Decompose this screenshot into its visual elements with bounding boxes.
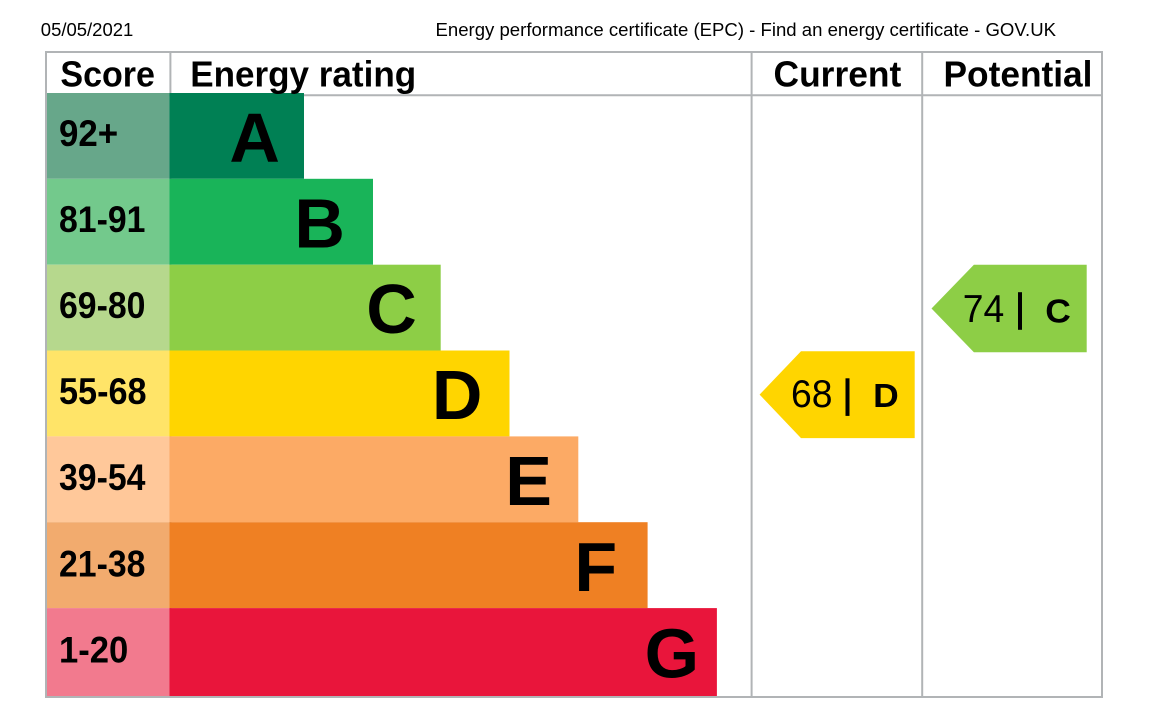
svg-text:74: 74 [963,288,1005,331]
svg-text:05/05/2021: 05/05/2021 [41,20,133,40]
svg-text:G: G [645,615,699,693]
svg-text:81-91: 81-91 [59,198,145,240]
svg-text:F: F [574,528,617,606]
svg-text:A: A [229,99,280,177]
svg-text:69-80: 69-80 [59,284,145,326]
svg-text:C: C [1045,292,1071,329]
svg-text:Current: Current [774,54,902,95]
svg-text:D: D [432,356,483,434]
svg-text:E: E [505,442,552,520]
svg-text:68: 68 [791,373,833,416]
svg-text:1-20: 1-20 [59,628,128,670]
svg-text:92+: 92+ [59,112,118,154]
svg-text:Score: Score [60,54,155,95]
svg-text:B: B [294,185,345,263]
svg-text:C: C [366,270,417,348]
svg-text:39-54: 39-54 [59,456,146,498]
svg-text:Potential: Potential [944,54,1093,95]
svg-text:Energy rating: Energy rating [190,54,416,95]
svg-text:21-38: 21-38 [59,542,145,584]
svg-text:55-68: 55-68 [59,370,147,412]
svg-text:D: D [873,377,899,414]
svg-text:Energy performance certificate: Energy performance certificate (EPC) - F… [436,20,1057,40]
